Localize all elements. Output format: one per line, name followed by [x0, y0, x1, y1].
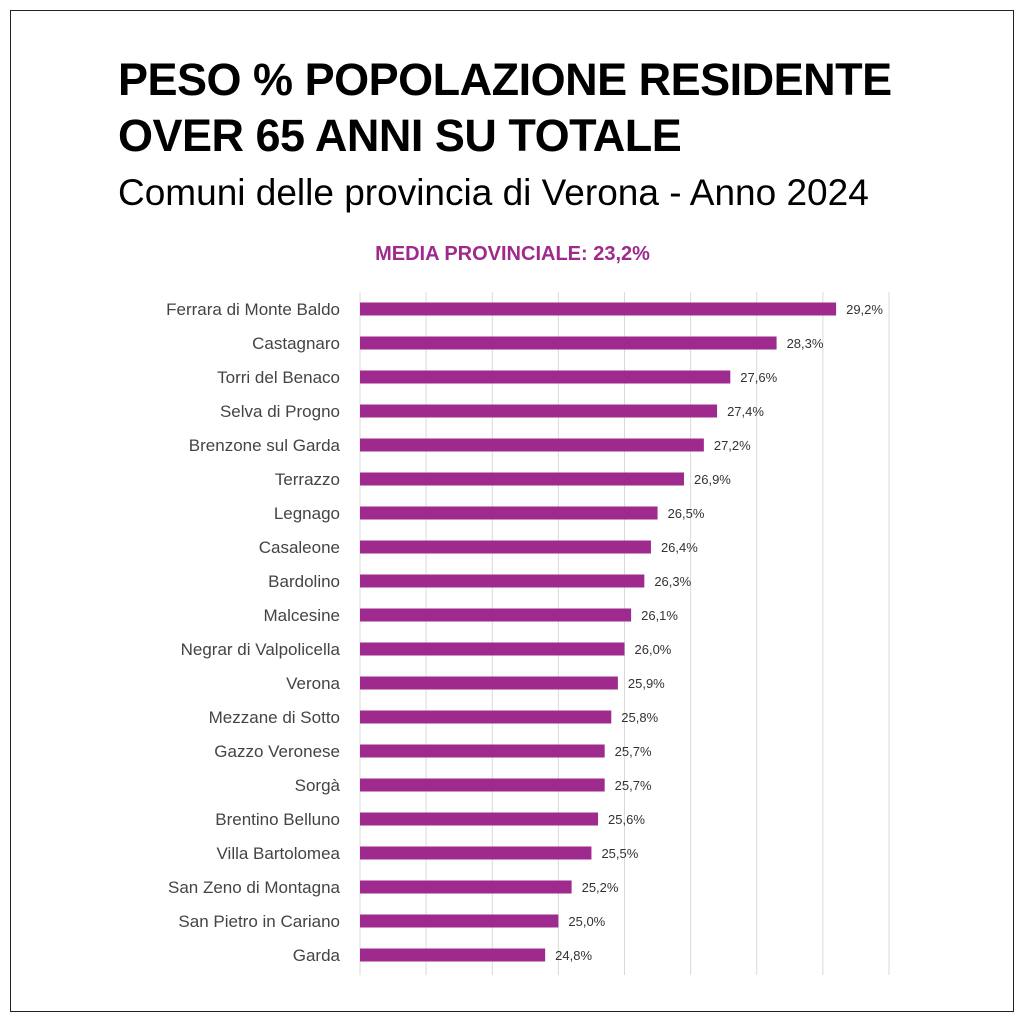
- category-label: Malcesine: [263, 606, 340, 625]
- bar: [360, 302, 837, 316]
- category-label: Castagnaro: [252, 334, 340, 353]
- category-label: Mezzane di Sotto: [209, 708, 340, 727]
- data-label: 26,9%: [694, 472, 731, 487]
- category-label: Sorgà: [295, 776, 341, 795]
- bar: [360, 574, 645, 588]
- category-label: Brenzone sul Garda: [189, 436, 341, 455]
- data-label: 26,1%: [641, 608, 678, 623]
- bar: [360, 948, 546, 962]
- bar: [360, 812, 599, 826]
- category-label: Villa Bartolomea: [217, 844, 341, 863]
- category-label: Verona: [286, 674, 340, 693]
- category-label: Legnago: [274, 504, 340, 523]
- data-label: 25,2%: [582, 880, 619, 895]
- data-label: 29,2%: [846, 302, 883, 317]
- bar: [360, 642, 625, 656]
- category-label: Garda: [293, 946, 341, 965]
- category-label: Gazzo Veronese: [214, 742, 340, 761]
- bar: [360, 608, 632, 622]
- category-label: Selva di Progno: [220, 402, 340, 421]
- bar: [360, 472, 685, 486]
- category-label: Terrazzo: [275, 470, 340, 489]
- category-label: San Pietro in Cariano: [178, 912, 340, 931]
- bar: [360, 506, 658, 520]
- chart-subtitle: Comuni delle provincia di Verona - Anno …: [118, 172, 869, 213]
- data-label: 26,3%: [654, 574, 691, 589]
- bar: [360, 846, 592, 860]
- chart-frame: [10, 10, 1014, 1012]
- bar: [360, 744, 605, 758]
- data-label: 25,5%: [601, 846, 638, 861]
- chart-title: PESO % POPOLAZIONE RESIDENTE OVER 65 ANN…: [118, 52, 892, 164]
- data-label: 25,0%: [568, 914, 605, 929]
- data-label: 25,9%: [628, 676, 665, 691]
- data-label: 25,8%: [621, 710, 658, 725]
- title-line-1: PESO % POPOLAZIONE RESIDENTE: [118, 54, 892, 105]
- data-label: 26,0%: [635, 642, 672, 657]
- bar: [360, 404, 718, 418]
- data-label: 27,2%: [714, 438, 751, 453]
- media-provinciale-annotation: MEDIA PROVINCIALE: 23,2%: [375, 243, 650, 265]
- bar: [360, 336, 777, 350]
- bar: [360, 880, 572, 894]
- data-label: 25,7%: [615, 744, 652, 759]
- data-label: 26,5%: [668, 506, 705, 521]
- category-label: San Zeno di Montagna: [168, 878, 341, 897]
- category-label: Torri del Benaco: [217, 368, 340, 387]
- bar: [360, 710, 612, 724]
- bar: [360, 540, 651, 554]
- bar: [360, 438, 704, 452]
- category-label: Brentino Belluno: [215, 810, 340, 829]
- category-label: Ferrara di Monte Baldo: [166, 300, 340, 319]
- data-label: 27,6%: [740, 370, 777, 385]
- data-label: 25,6%: [608, 812, 645, 827]
- bar: [360, 676, 618, 690]
- data-label: 25,7%: [615, 778, 652, 793]
- bar: [360, 370, 731, 384]
- data-label: 24,8%: [555, 948, 592, 963]
- data-label: 28,3%: [787, 336, 824, 351]
- bar: [360, 914, 559, 928]
- data-label: 26,4%: [661, 540, 698, 555]
- data-label: 27,4%: [727, 404, 764, 419]
- bar: [360, 778, 605, 792]
- title-line-2: OVER 65 ANNI SU TOTALE: [118, 110, 682, 161]
- category-label: Negrar di Valpolicella: [181, 640, 341, 659]
- category-label: Bardolino: [268, 572, 340, 591]
- category-label: Casaleone: [259, 538, 340, 557]
